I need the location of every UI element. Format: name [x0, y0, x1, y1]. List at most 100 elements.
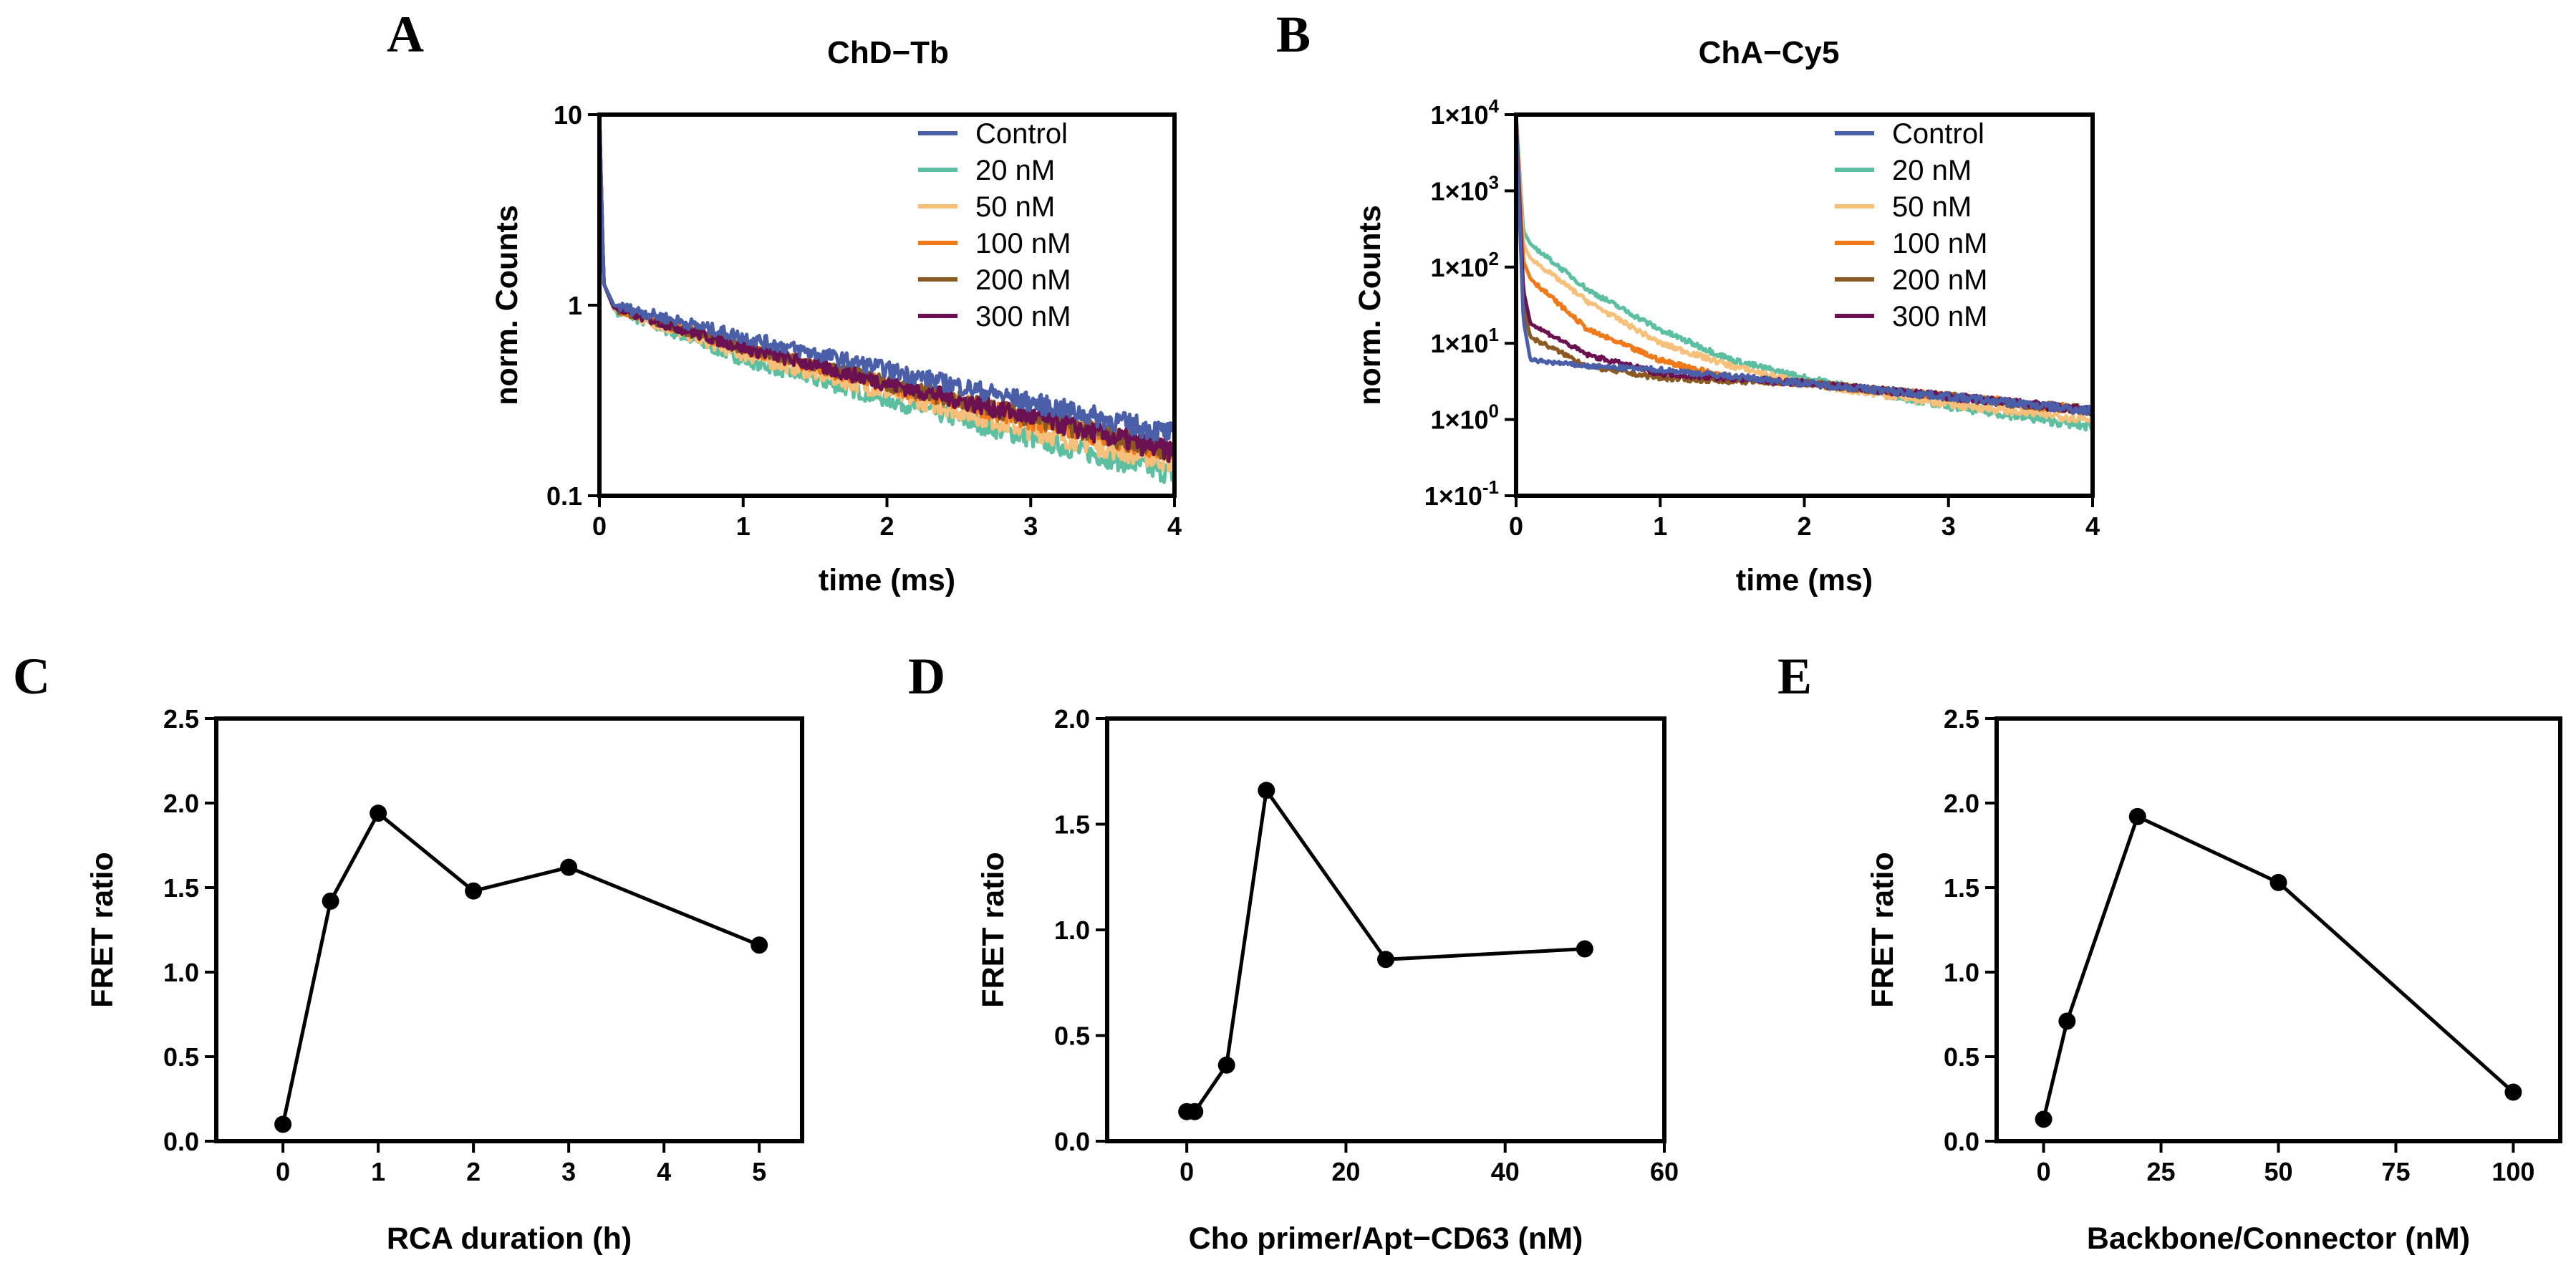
x-tick-label-d: 40: [1491, 1157, 1520, 1186]
legend-label-a: 50 nM: [975, 191, 1055, 223]
legend-label-a: Control: [975, 118, 1068, 150]
x-tick-label-b: 2: [1797, 511, 1811, 541]
series-line-a-control: [597, 112, 1176, 496]
chart-a: 0 1 2 3 4 0.1 1 10 time (ms) norm. Counts Control 2…: [490, 100, 1182, 597]
legend-label-b: 300 nM: [1892, 301, 1987, 332]
x-tick-label-b: 0: [1509, 511, 1523, 541]
y-tick-label-b: 1×104: [1430, 95, 1499, 130]
data-point-c: [370, 804, 387, 822]
y-tick-label-e: 1.5: [1944, 873, 1979, 903]
data-point-e: [2128, 807, 2146, 825]
y-tick-label-d: 0.0: [1054, 1127, 1090, 1156]
legend-label-a: 100 nM: [975, 228, 1071, 259]
chart-c: 0 1 2 3 4 5 0.0 0.5 1.0 1.5 2.0 2.5 RCA duration (h)…: [85, 704, 804, 1256]
y-tick-exponent-b: 1: [1489, 324, 1499, 345]
y-tick-exponent-b: 2: [1489, 248, 1499, 269]
x-tick-label-c: 5: [752, 1157, 766, 1186]
x-axis-label-b: time (ms): [1736, 563, 1873, 597]
y-axis-label-b: norm. Counts: [1353, 205, 1387, 405]
x-tick-label-a: 4: [1167, 511, 1182, 541]
x-tick-label-e: 100: [2491, 1157, 2534, 1186]
y-tick-label-c: 0.0: [163, 1127, 199, 1156]
y-tick-exponent-b: 0: [1489, 400, 1499, 422]
chart-b: 0 1 2 3 4 1×10-1 1×100 1×101 1×102 1×103 1×104 time…: [1353, 95, 2100, 597]
series-line-a-200-nm: [597, 112, 1177, 496]
data-point-d: [1377, 951, 1394, 969]
y-tick-label-d: 1.5: [1054, 810, 1090, 840]
y-tick-exponent-b: -1: [1482, 476, 1499, 498]
x-tick-label-d: 60: [1650, 1157, 1679, 1186]
data-point-d: [1217, 1056, 1235, 1074]
plot-frame-c: [214, 716, 804, 1143]
x-tick-label-b: 4: [2085, 511, 2100, 541]
x-tick-label-e: 75: [2381, 1157, 2410, 1186]
y-tick-exponent-b: 3: [1489, 171, 1499, 193]
y-tick-label-c: 2.0: [163, 789, 199, 818]
y-tick-label-e: 2.0: [1944, 789, 1979, 818]
legend-label-a: 300 nM: [975, 301, 1071, 332]
data-point-e: [2058, 1012, 2076, 1030]
data-point-d: [1186, 1103, 1204, 1120]
data-point-c: [560, 858, 578, 876]
y-tick-label-b: 1×100: [1430, 400, 1499, 435]
y-tick-label-c: 2.5: [163, 704, 199, 734]
panel-letter-a: A: [387, 6, 424, 63]
chart-d: 0 20 40 60 0.0 0.5 1.0 1.5 2.0 Cho primer/Apt−CD6…: [976, 704, 1679, 1256]
x-axis-label-a: time (ms): [819, 563, 955, 597]
legend-label-a: 200 nM: [975, 264, 1071, 296]
x-tick-label-d: 20: [1331, 1157, 1360, 1186]
series-line-a-300-nm: [597, 112, 1177, 496]
y-tick-label-e: 2.5: [1944, 704, 1979, 734]
y-tick-label-e: 0.5: [1944, 1042, 1979, 1072]
chart-b-title: ChA−Cy5: [1699, 35, 1840, 70]
series-line-b-200-nm: [1514, 112, 2093, 496]
x-tick-label-e: 0: [2037, 1157, 2051, 1186]
data-point-e: [2269, 873, 2287, 891]
y-tick-label-c: 1.0: [163, 958, 199, 987]
x-axis-label-e: Backbone/Connector (nM): [2087, 1221, 2470, 1256]
data-point-c: [751, 936, 768, 954]
data-point-e: [2035, 1110, 2052, 1128]
y-tick-label-b: 1×10-1: [1424, 476, 1499, 511]
y-tick-label-b: 1×103: [1430, 171, 1499, 206]
data-line-c: [281, 811, 761, 1125]
data-point-d: [1576, 940, 1593, 958]
x-axis-label-d: Cho primer/Apt−CD63 (nM): [1189, 1221, 1583, 1256]
chart-a-title: ChD−Tb: [827, 35, 949, 70]
y-axis-label-c: FRET ratio: [85, 852, 120, 1007]
data-point-e: [2504, 1083, 2522, 1101]
y-axis-label-d: FRET ratio: [976, 852, 1010, 1007]
y-axis-label-e: FRET ratio: [1866, 852, 1900, 1007]
legend-label-b: 20 nM: [1892, 155, 1972, 186]
legend-label-a: 20 nM: [975, 155, 1055, 186]
series-line-b-control: [1514, 112, 2095, 496]
series-line-b-50-nm: [1514, 112, 2095, 496]
x-tick-label-a: 1: [736, 511, 751, 541]
x-tick-label-d: 0: [1180, 1157, 1194, 1186]
panel-letter-b: B: [1276, 6, 1311, 63]
data-point-c: [274, 1115, 292, 1133]
y-tick-label-d: 2.0: [1054, 704, 1090, 734]
plot-frame-e: [1994, 716, 2562, 1143]
y-tick-label-e: 0.0: [1944, 1127, 1979, 1156]
series-line-b-100-nm: [1514, 112, 2095, 496]
series-line-b-300-nm: [1514, 112, 2095, 496]
series-line-b-20-nm: [1514, 112, 2095, 496]
plot-frame-d: [1105, 716, 1666, 1143]
data-point-c: [465, 882, 483, 900]
y-tick-label-e: 1.0: [1944, 958, 1979, 987]
x-tick-label-a: 3: [1023, 511, 1038, 541]
x-tick-label-c: 1: [371, 1157, 385, 1186]
x-tick-label-e: 50: [2264, 1157, 2292, 1186]
legend-label-b: 50 nM: [1892, 191, 1972, 223]
x-axis-label-c: RCA duration (h): [387, 1221, 632, 1256]
y-tick-label-d: 0.5: [1054, 1022, 1090, 1051]
x-tick-label-c: 4: [657, 1157, 671, 1186]
x-tick-label-b: 3: [1941, 511, 1956, 541]
data-point-c: [322, 892, 339, 910]
panel-letter-d: D: [908, 648, 945, 705]
panel-letter-c: C: [13, 648, 50, 705]
y-tick-label-d: 1.0: [1054, 916, 1090, 945]
x-tick-label-e: 25: [2147, 1157, 2176, 1186]
data-line-e: [2042, 815, 2515, 1120]
